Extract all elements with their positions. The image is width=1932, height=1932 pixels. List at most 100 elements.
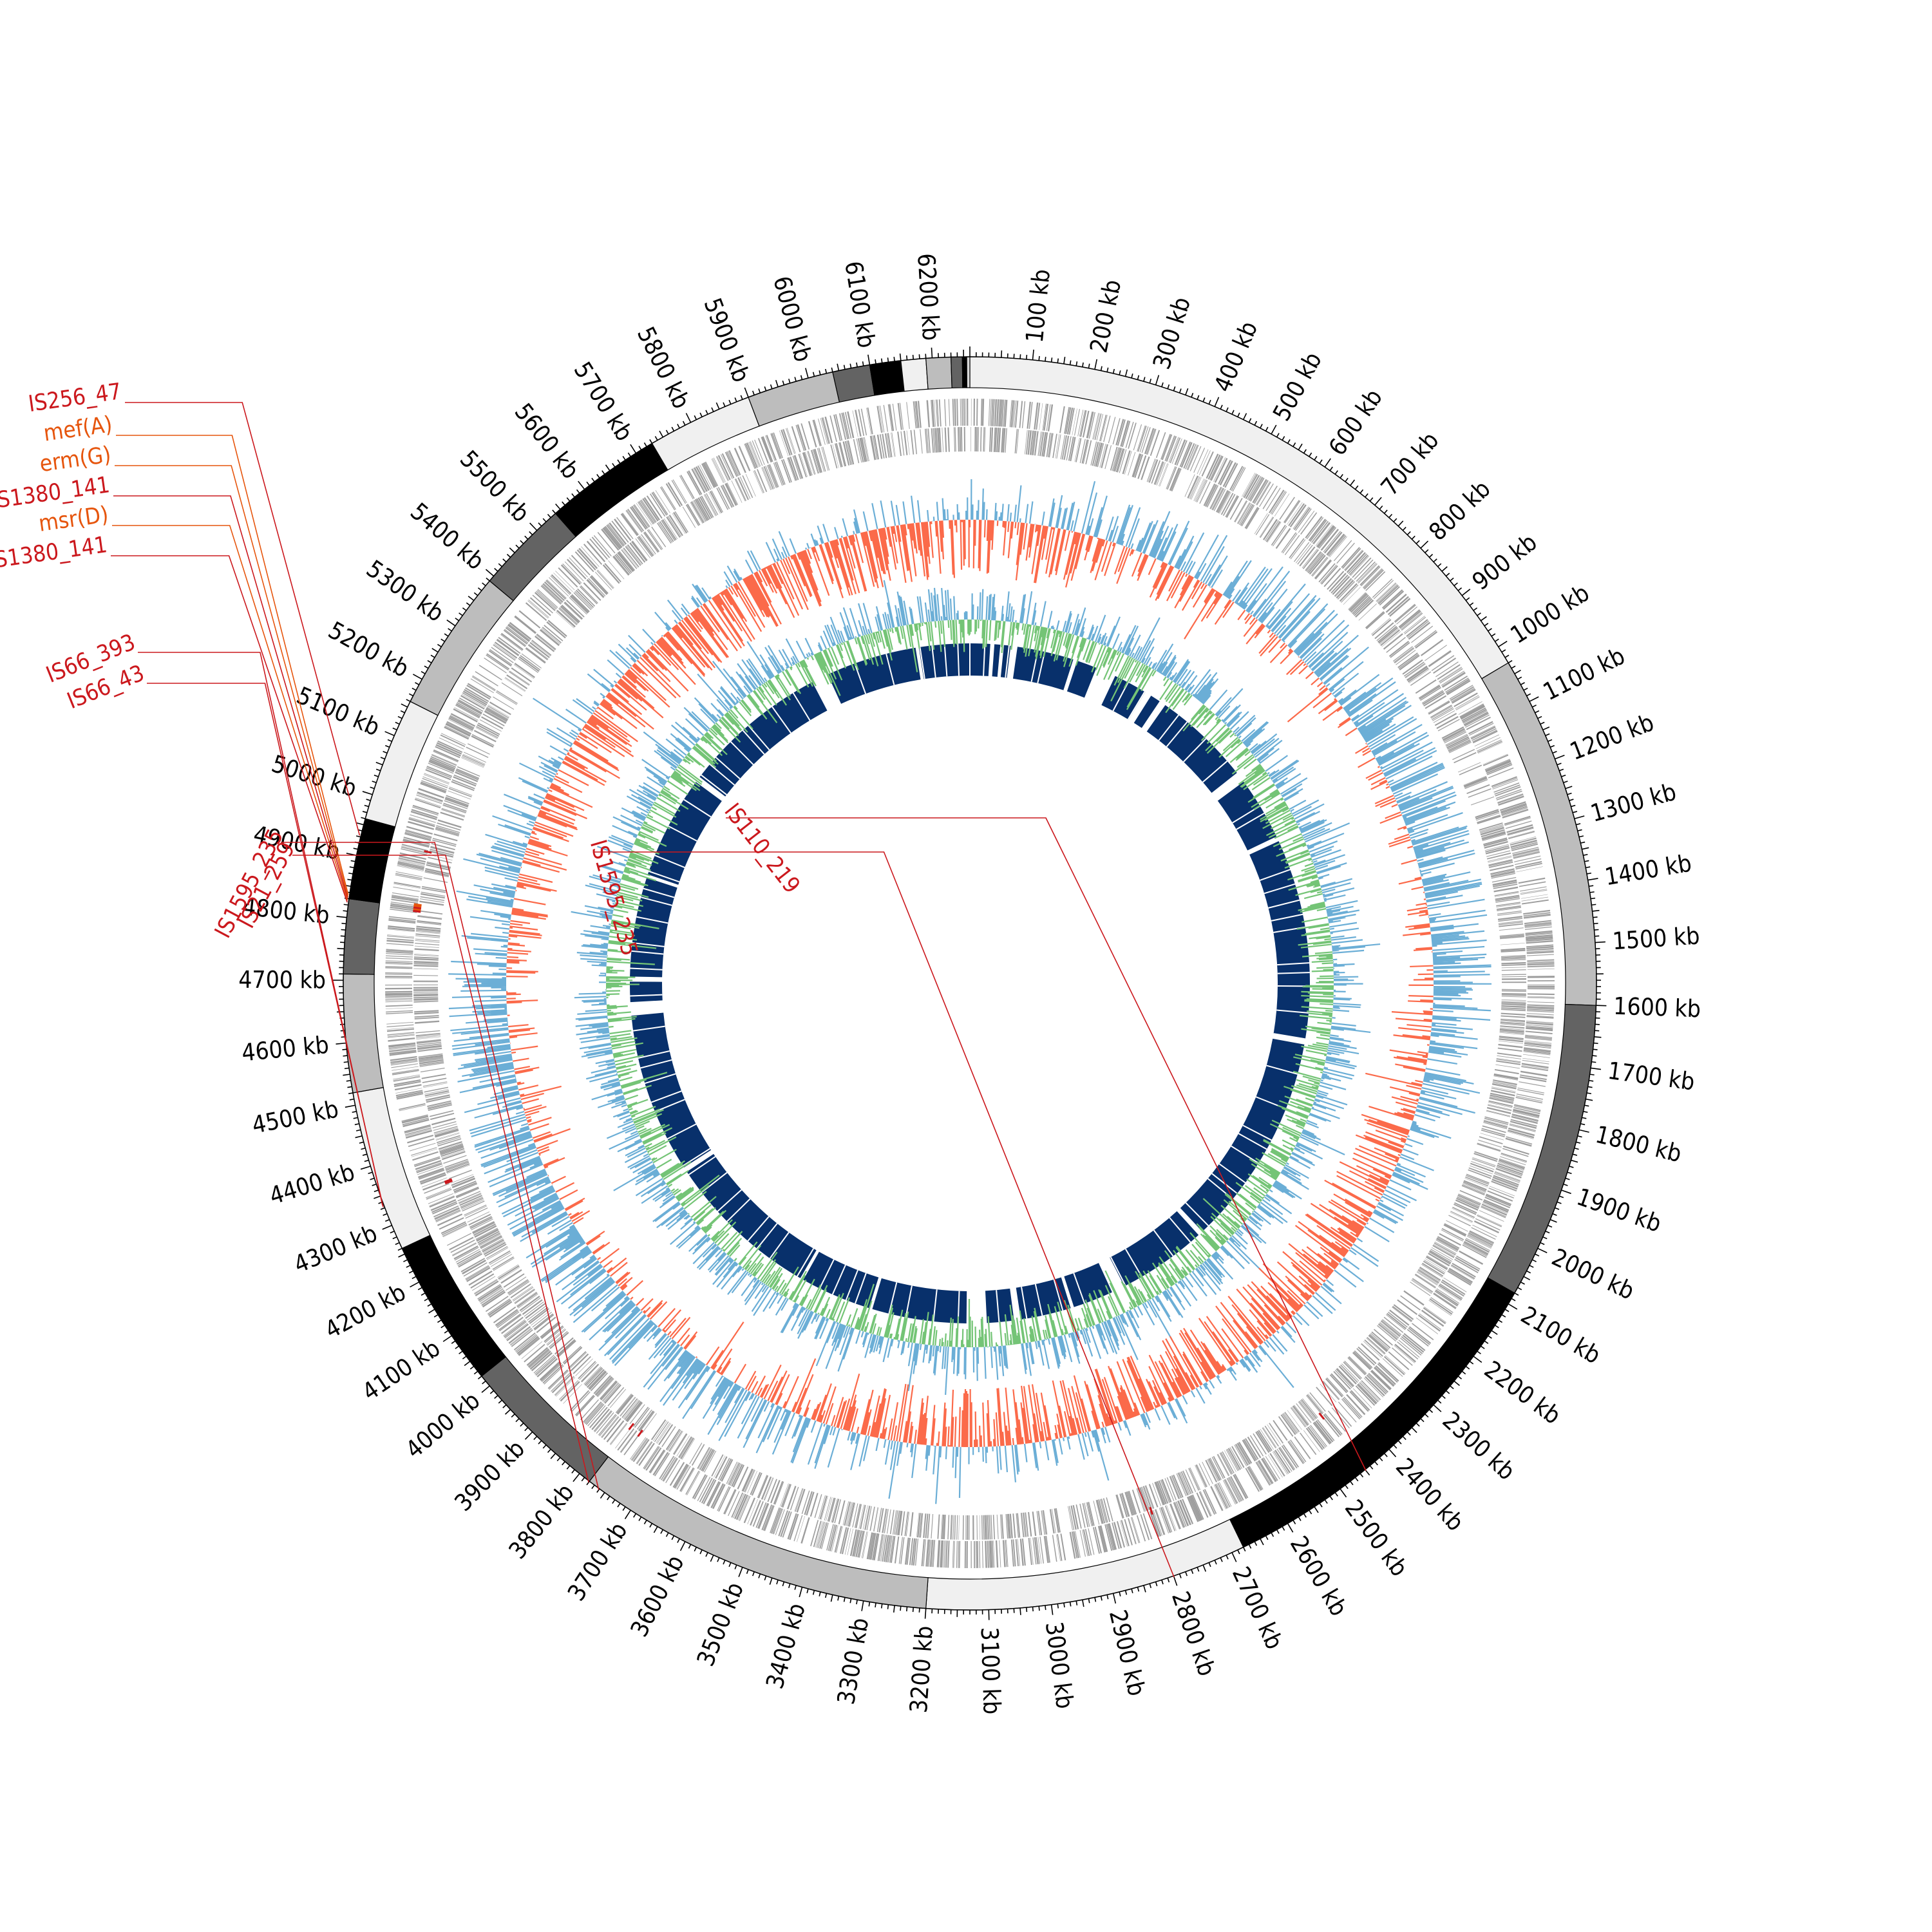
annotation-marker-0 — [424, 850, 432, 854]
annotation-leader-8 — [281, 842, 589, 1482]
scale-label-2700: 2700 kb — [1227, 1562, 1289, 1653]
scale-label-2600: 2600 kb — [1285, 1531, 1353, 1621]
scale-label-900: 900 kb — [1467, 528, 1542, 596]
scale-label-4500: 4500 kb — [250, 1095, 341, 1139]
annotation-marker-8 — [628, 1423, 635, 1430]
annotation-leader-0 — [125, 402, 361, 836]
annotation-label-2: erm(G) — [38, 442, 113, 477]
scale-label-2900: 2900 kb — [1104, 1607, 1151, 1699]
scale-label-2200: 2200 kb — [1479, 1356, 1566, 1430]
scale-label-3300: 3300 kb — [832, 1616, 874, 1707]
scale-label-5400: 5400 kb — [405, 497, 489, 575]
annotation-leader-3 — [113, 495, 348, 899]
scale-label-3700: 3700 kb — [562, 1517, 633, 1605]
annotation-leader-9 — [292, 855, 600, 1490]
annotation-marker-11 — [1318, 1412, 1325, 1420]
scale-label-1400: 1400 kb — [1603, 849, 1694, 891]
scale-label-2100: 2100 kb — [1516, 1301, 1605, 1369]
scale-label-1800: 1800 kb — [1593, 1121, 1684, 1168]
scale-label-5200: 5200 kb — [324, 616, 414, 683]
homology-blocks — [630, 643, 1311, 1323]
scale-label-3200: 3200 kb — [905, 1625, 938, 1714]
contig-segment-10 — [343, 898, 381, 975]
annotation-leader-7 — [147, 683, 384, 1208]
annotation-leader-1 — [116, 435, 349, 895]
contig-segment-3 — [1229, 1277, 1515, 1548]
annotation-leader-2 — [115, 465, 349, 897]
scale-label-4300: 4300 kb — [290, 1219, 381, 1278]
scale-label-3000: 3000 kb — [1040, 1620, 1079, 1710]
scale-label-5900: 5900 kb — [698, 294, 755, 386]
annotation-marker-5 — [413, 909, 421, 913]
scale-label-5800: 5800 kb — [632, 323, 696, 413]
contig-segment-11 — [348, 818, 396, 904]
annotation-label-5: IS1380_141 — [0, 532, 109, 574]
gc-skew-negative — [506, 519, 1434, 1448]
scale-label-1300: 1300 kb — [1587, 778, 1679, 828]
scale-tick-marks — [333, 346, 1607, 1620]
scale-label-100: 100 kb — [1021, 268, 1056, 344]
annotation-marker-10 — [1149, 1506, 1153, 1515]
contig-segment-22 — [951, 356, 963, 389]
contig-segment-9 — [343, 973, 384, 1094]
scale-label-1000: 1000 kb — [1506, 579, 1595, 649]
scale-label-1700: 1700 kb — [1606, 1057, 1696, 1096]
scale-label-3800: 3800 kb — [504, 1479, 580, 1564]
scale-label-1200: 1200 kb — [1566, 708, 1658, 766]
scale-label-2000: 2000 kb — [1548, 1243, 1638, 1305]
scale-label-500: 500 kb — [1267, 348, 1327, 426]
contig-segment-23 — [961, 356, 967, 388]
scale-label-6200: 6200 kb — [912, 252, 945, 341]
contig-segment-20 — [900, 357, 929, 392]
annotation-marker-7 — [444, 1180, 453, 1185]
scale-label-700: 700 kb — [1376, 427, 1444, 501]
scale-ticks — [333, 346, 1607, 1620]
scale-label-4600: 4600 kb — [240, 1031, 330, 1067]
scale-label-5500: 5500 kb — [455, 445, 535, 527]
annotation-leader-4 — [112, 525, 348, 901]
gc-content-negative — [605, 619, 1334, 1348]
annotation-leader-11 — [726, 817, 1367, 1471]
scale-label-5300: 5300 kb — [361, 554, 449, 627]
annotation-marker-3 — [413, 906, 422, 910]
annotation-label-4: msr(D) — [37, 502, 110, 537]
homology-track — [630, 643, 1311, 1323]
gc-content-track — [571, 580, 1381, 1395]
scale-label-600: 600 kb — [1323, 384, 1388, 460]
scale-label-4100: 4100 kb — [357, 1334, 445, 1406]
scale-label-4000: 4000 kb — [401, 1387, 486, 1464]
annotation-marker-9 — [637, 1429, 643, 1437]
annotation-marker-1 — [413, 903, 422, 907]
scale-label-400: 400 kb — [1209, 317, 1263, 396]
scale-label-2400: 2400 kb — [1390, 1453, 1470, 1537]
contig-segment-21 — [925, 356, 952, 390]
annotation-marker-2 — [413, 905, 422, 908]
scale-label-3500: 3500 kb — [692, 1578, 749, 1670]
scale-label-6100: 6100 kb — [839, 259, 880, 350]
scale-label-1500: 1500 kb — [1611, 922, 1700, 956]
annotation-leader-10 — [594, 851, 1175, 1578]
scale-label-4400: 4400 kb — [266, 1158, 357, 1210]
annotation-marker-6 — [444, 1178, 453, 1183]
annotation-label-11: IS110_219 — [719, 799, 804, 898]
contig-segment-24 — [966, 356, 971, 388]
scale-label-1600: 1600 kb — [1613, 992, 1701, 1023]
annotation-label-1: mef(A) — [42, 412, 114, 447]
scale-label-200: 200 kb — [1084, 278, 1126, 355]
annotation-leader-5 — [111, 555, 348, 903]
scale-label-5700: 5700 kb — [569, 357, 639, 446]
scale-label-2500: 2500 kb — [1340, 1495, 1414, 1582]
gc-content-positive — [571, 580, 1381, 1395]
scale-label-4200: 4200 kb — [320, 1278, 410, 1344]
scale-label-6000: 6000 kb — [768, 273, 817, 365]
contig-segment-19 — [869, 360, 905, 396]
scale-label-3100: 3100 kb — [976, 1627, 1006, 1715]
scale-label-5600: 5600 kb — [509, 398, 585, 484]
scale-label-4700: 4700 kb — [238, 966, 326, 994]
scale-label-3600: 3600 kb — [625, 1551, 690, 1641]
scale-label-3400: 3400 kb — [761, 1600, 811, 1692]
annotation-leader-6 — [138, 652, 383, 1206]
annotation-marker-4 — [413, 908, 421, 911]
scale-label-1900: 1900 kb — [1573, 1183, 1665, 1238]
